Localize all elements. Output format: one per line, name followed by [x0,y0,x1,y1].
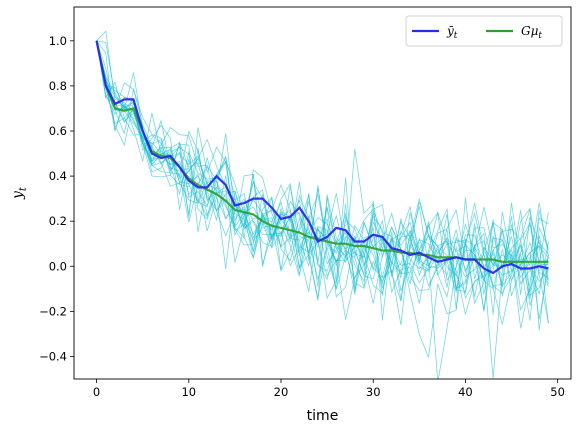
x-axis-label: time [307,408,339,424]
sample-path [96,40,549,325]
y-axis-label: yt [10,186,29,200]
x-tick-label: 10 [181,385,196,399]
y-tick-label: −0.2 [39,304,67,318]
series-line-mean [95,40,549,275]
sample-path [96,40,549,358]
legend-label-mean: ȳt [446,24,458,41]
y-tick-label: 0.0 [49,259,67,273]
y-axis-ticks: −0.4 −0.2 0.0 0.2 0.4 0.6 0.8 1.0 [39,34,74,363]
sample-path [96,40,549,310]
x-tick-label: 20 [274,385,289,399]
x-tick-label: 0 [93,385,100,399]
y-axis-label-subscript: t [18,186,29,191]
sample-path [96,40,549,323]
x-tick-label: 50 [550,385,565,399]
y-tick-label: 0.6 [49,124,67,138]
series-lines [95,40,549,275]
sample-path [96,40,549,329]
legend: ȳt Gμt [405,15,563,47]
y-tick-label: 0.4 [49,169,67,183]
y-tick-label: 0.8 [49,79,67,93]
sample-path [96,40,549,379]
y-tick-label: 1.0 [49,34,67,48]
y-tick-label: −0.4 [39,349,67,363]
sample-path [96,40,549,321]
legend-label-expectation: Gμt [521,24,542,41]
sample-path [96,40,549,379]
y-axis-label-main: y [10,190,26,200]
legend-box [405,15,563,47]
sample-path [96,40,549,320]
y-tick-label: 0.2 [49,214,67,228]
plot-frame [73,6,572,380]
x-tick-label: 40 [458,385,473,399]
sample-path [96,40,549,321]
x-tick-label: 30 [366,385,381,399]
sample-paths [96,30,549,379]
x-axis-ticks: 0 10 20 30 40 50 [93,379,565,399]
sample-path [96,40,549,300]
